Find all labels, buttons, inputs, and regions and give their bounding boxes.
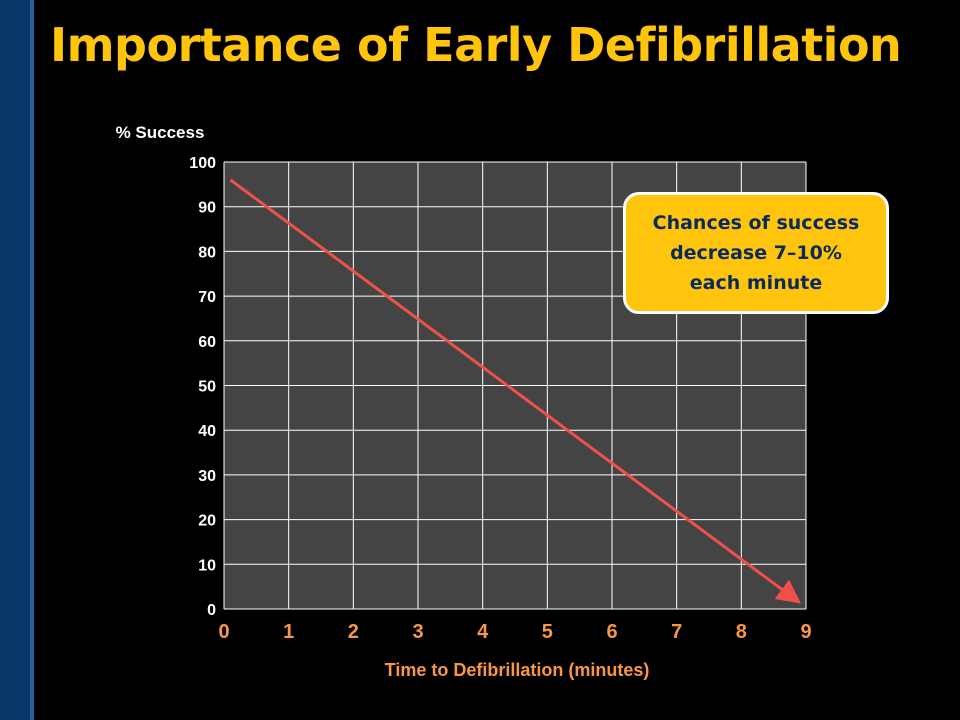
y-tick-label: 30 <box>198 468 216 485</box>
y-tick-label: 50 <box>198 379 216 396</box>
x-tick-label: 0 <box>218 621 229 643</box>
x-tick-label: 6 <box>606 621 617 643</box>
x-tick-label: 3 <box>412 621 423 643</box>
y-tick-label: 80 <box>198 244 216 261</box>
x-tick-label: 8 <box>736 621 747 643</box>
y-tick-label: 90 <box>198 200 216 217</box>
y-tick-label: 20 <box>198 513 216 530</box>
left-accent-bar <box>0 0 30 720</box>
x-tick-label: 5 <box>542 621 553 643</box>
x-axis-label: Time to Defibrillation (minutes) <box>385 660 650 680</box>
success-trend-line <box>229 178 802 604</box>
x-tick-label: 9 <box>800 621 811 643</box>
x-tick-label: 1 <box>283 621 294 643</box>
y-tick-label: 60 <box>198 334 216 351</box>
callout-box: Chances of success decrease 7–10% each m… <box>623 192 889 314</box>
y-tick-label: 40 <box>198 423 216 440</box>
x-tick-label: 7 <box>671 621 682 643</box>
slide-title: Importance of Early Defibrillation <box>50 18 902 72</box>
x-tick-label: 2 <box>348 621 359 643</box>
y-tick-label: 70 <box>198 289 216 306</box>
callout-text: Chances of success decrease 7–10% each m… <box>652 212 860 294</box>
y-axis-label: % Success <box>116 123 205 142</box>
x-tick-label: 4 <box>477 621 489 643</box>
y-tick-label: 10 <box>198 557 216 574</box>
y-tick-label: 0 <box>207 602 216 619</box>
y-tick-label: 100 <box>189 155 216 172</box>
left-accent-edge <box>30 0 34 720</box>
